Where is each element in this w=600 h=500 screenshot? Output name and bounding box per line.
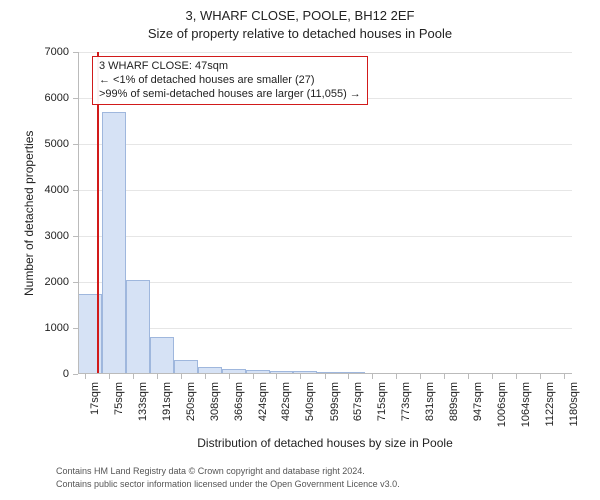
- x-tick: [229, 374, 230, 379]
- annotation-line-1: 3 WHARF CLOSE: 47sqm: [99, 60, 361, 74]
- y-gridline: [78, 144, 572, 145]
- x-tick-label: 308sqm: [209, 382, 221, 421]
- x-axis-line: [78, 373, 572, 374]
- x-tick-label: 133sqm: [137, 382, 149, 421]
- histogram-bar: [174, 360, 198, 374]
- x-tick-label: 250sqm: [185, 382, 197, 421]
- x-tick-label: 482sqm: [280, 382, 292, 421]
- x-tick: [300, 374, 301, 379]
- x-tick-label: 1064sqm: [520, 382, 532, 427]
- x-tick: [85, 374, 86, 379]
- x-tick: [133, 374, 134, 379]
- y-tick-label: 2000: [45, 276, 69, 288]
- x-tick-label: 191sqm: [161, 382, 173, 421]
- x-tick: [540, 374, 541, 379]
- x-tick: [253, 374, 254, 379]
- x-tick-label: 424sqm: [257, 382, 269, 421]
- histogram-bar: [102, 112, 126, 374]
- x-tick-label: 715sqm: [376, 382, 388, 421]
- x-tick-label: 17sqm: [89, 382, 101, 415]
- y-tick-label: 0: [63, 368, 69, 380]
- title-line-2: Size of property relative to detached ho…: [0, 26, 600, 41]
- y-gridline: [78, 236, 572, 237]
- annotation-box: 3 WHARF CLOSE: 47sqm ← <1% of detached h…: [92, 56, 368, 105]
- y-tick-label: 4000: [45, 184, 69, 196]
- y-tick-label: 6000: [45, 92, 69, 104]
- x-tick-label: 1180sqm: [568, 382, 580, 426]
- chart-container: 3, WHARF CLOSE, POOLE, BH12 2EF Size of …: [0, 0, 600, 500]
- footer-line-1: Contains HM Land Registry data © Crown c…: [56, 466, 365, 476]
- annotation-line-2: ← <1% of detached houses are smaller (27…: [99, 74, 361, 88]
- x-tick: [516, 374, 517, 379]
- x-tick: [276, 374, 277, 379]
- x-tick: [348, 374, 349, 379]
- annotation-line-3: >99% of semi-detached houses are larger …: [99, 88, 361, 102]
- x-tick: [157, 374, 158, 379]
- x-tick: [109, 374, 110, 379]
- y-tick-label: 1000: [45, 322, 69, 334]
- y-gridline: [78, 52, 572, 53]
- y-tick-label: 7000: [45, 46, 69, 58]
- histogram-bar: [126, 280, 150, 374]
- x-tick-label: 75sqm: [113, 382, 125, 415]
- y-tick: [73, 374, 78, 375]
- y-gridline: [78, 282, 572, 283]
- x-tick-label: 540sqm: [304, 382, 316, 421]
- x-tick: [181, 374, 182, 379]
- x-tick-label: 599sqm: [329, 382, 341, 421]
- x-tick-label: 947sqm: [472, 382, 484, 421]
- x-tick: [372, 374, 373, 379]
- title-line-1: 3, WHARF CLOSE, POOLE, BH12 2EF: [0, 8, 600, 23]
- footer-line-2: Contains public sector information licen…: [56, 479, 400, 489]
- x-tick: [492, 374, 493, 379]
- y-axis-label: Number of detached properties: [22, 131, 36, 296]
- x-tick: [420, 374, 421, 379]
- x-tick: [444, 374, 445, 379]
- y-axis-line: [78, 52, 79, 374]
- x-tick: [564, 374, 565, 379]
- y-tick-label: 3000: [45, 230, 69, 242]
- x-tick-label: 1006sqm: [496, 382, 508, 427]
- y-tick-label: 5000: [45, 138, 69, 150]
- x-tick-label: 889sqm: [448, 382, 460, 421]
- x-tick-label: 657sqm: [352, 382, 364, 421]
- x-tick: [205, 374, 206, 379]
- x-tick-label: 366sqm: [233, 382, 245, 421]
- x-tick: [468, 374, 469, 379]
- x-tick-label: 1122sqm: [544, 382, 556, 426]
- x-tick-label: 773sqm: [400, 382, 412, 421]
- x-tick: [396, 374, 397, 379]
- x-tick: [325, 374, 326, 379]
- x-tick-label: 831sqm: [424, 382, 436, 421]
- x-axis-label: Distribution of detached houses by size …: [78, 436, 572, 450]
- histogram-bar: [150, 337, 174, 374]
- y-gridline: [78, 328, 572, 329]
- y-gridline: [78, 190, 572, 191]
